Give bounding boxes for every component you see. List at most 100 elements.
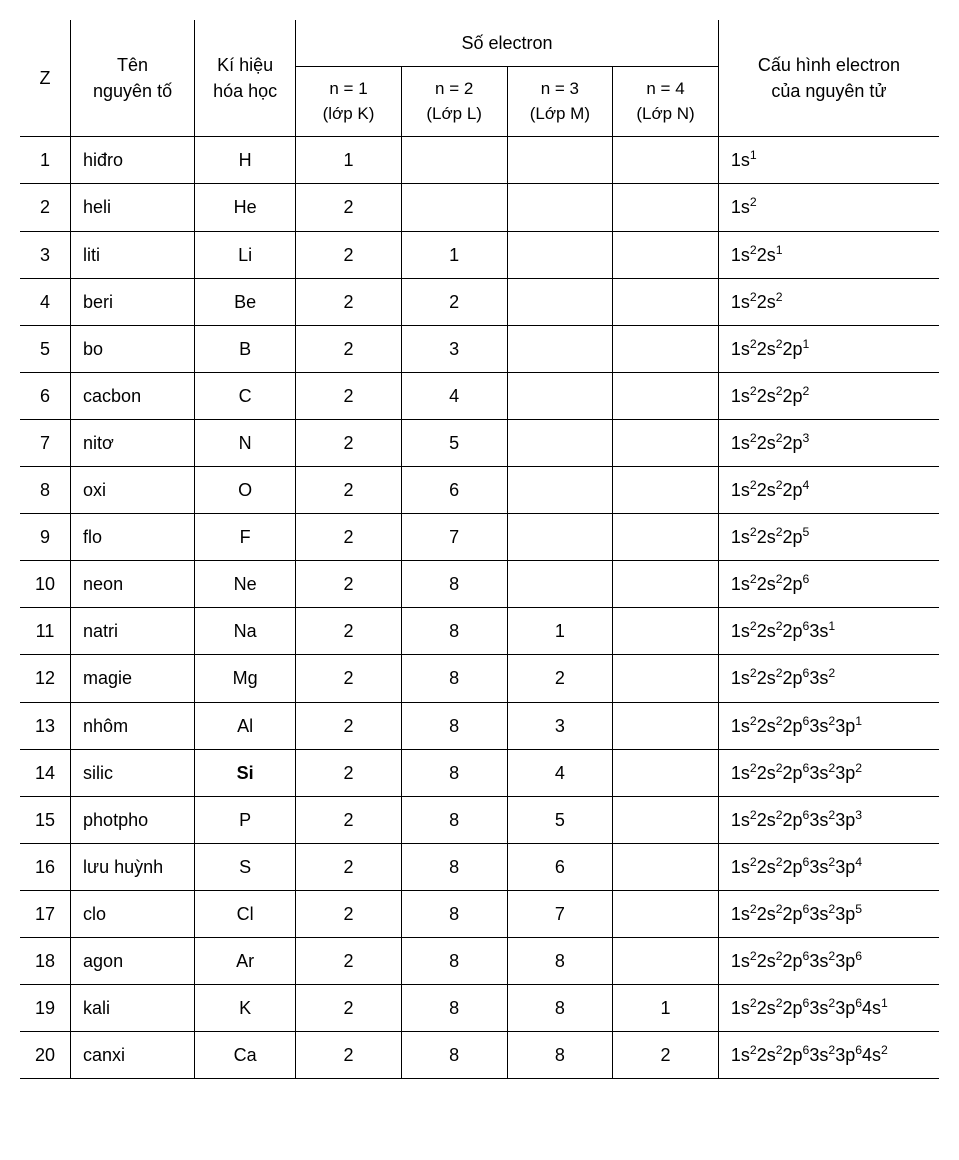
cell-n3	[507, 278, 613, 325]
cell-name: nhôm	[71, 702, 195, 749]
cell-symbol: He	[195, 184, 296, 231]
table-row: 1hiđroH11s1	[20, 137, 939, 184]
cell-name: neon	[71, 561, 195, 608]
cell-n4	[613, 702, 719, 749]
cell-z: 14	[20, 749, 71, 796]
cell-config: 1s22s22p3	[718, 419, 939, 466]
cell-symbol: Si	[195, 749, 296, 796]
cell-name: heli	[71, 184, 195, 231]
cell-n3	[507, 184, 613, 231]
cell-z: 5	[20, 325, 71, 372]
cell-name: beri	[71, 278, 195, 325]
cell-n4	[613, 467, 719, 514]
table-row: 7nitơN251s22s22p3	[20, 419, 939, 466]
cell-n4	[613, 608, 719, 655]
cell-n3: 2	[507, 655, 613, 702]
cell-config: 1s1	[718, 137, 939, 184]
cell-config: 1s22s22p2	[718, 372, 939, 419]
header-n2: n = 2(Lớp L)	[401, 67, 507, 137]
cell-n2: 8	[401, 608, 507, 655]
table-row: 13nhômAl2831s22s22p63s23p1	[20, 702, 939, 749]
cell-n2: 8	[401, 655, 507, 702]
cell-config: 1s22s22p4	[718, 467, 939, 514]
cell-z: 15	[20, 796, 71, 843]
cell-z: 1	[20, 137, 71, 184]
cell-z: 6	[20, 372, 71, 419]
cell-n4	[613, 514, 719, 561]
cell-config: 1s22s22p63s23p64s1	[718, 985, 939, 1032]
cell-config: 1s22s22p63s23p1	[718, 702, 939, 749]
cell-config: 1s22s22p63s23p3	[718, 796, 939, 843]
cell-z: 3	[20, 231, 71, 278]
cell-symbol: H	[195, 137, 296, 184]
cell-config: 1s22s22p63s23p6	[718, 937, 939, 984]
cell-z: 20	[20, 1032, 71, 1079]
cell-n1: 2	[296, 702, 402, 749]
cell-n2: 8	[401, 702, 507, 749]
cell-config: 1s22s22p63s2	[718, 655, 939, 702]
cell-n1: 2	[296, 890, 402, 937]
cell-z: 13	[20, 702, 71, 749]
cell-z: 12	[20, 655, 71, 702]
cell-config: 1s22s22p63s1	[718, 608, 939, 655]
cell-config: 1s22s22p63s23p4	[718, 843, 939, 890]
cell-n4	[613, 278, 719, 325]
table-row: 16lưu huỳnhS2861s22s22p63s23p4	[20, 843, 939, 890]
cell-n2: 8	[401, 843, 507, 890]
table-row: 15photphoP2851s22s22p63s23p3	[20, 796, 939, 843]
table-row: 12magieMg2821s22s22p63s2	[20, 655, 939, 702]
cell-n2: 8	[401, 749, 507, 796]
header-n4: n = 4(Lớp N)	[613, 67, 719, 137]
cell-n3: 4	[507, 749, 613, 796]
cell-symbol: C	[195, 372, 296, 419]
cell-name: magie	[71, 655, 195, 702]
table-row: 9floF271s22s22p5	[20, 514, 939, 561]
cell-n4	[613, 184, 719, 231]
table-row: 19kaliK28811s22s22p63s23p64s1	[20, 985, 939, 1032]
cell-n3: 1	[507, 608, 613, 655]
table-row: 6cacbonC241s22s22p2	[20, 372, 939, 419]
cell-n3: 7	[507, 890, 613, 937]
cell-n1: 2	[296, 325, 402, 372]
cell-name: clo	[71, 890, 195, 937]
cell-n3	[507, 419, 613, 466]
cell-z: 8	[20, 467, 71, 514]
cell-symbol: Al	[195, 702, 296, 749]
cell-n4	[613, 561, 719, 608]
cell-config: 1s22s22p63s23p2	[718, 749, 939, 796]
cell-symbol: B	[195, 325, 296, 372]
cell-n1: 2	[296, 184, 402, 231]
cell-config: 1s22s1	[718, 231, 939, 278]
cell-config: 1s22s22p5	[718, 514, 939, 561]
cell-n4	[613, 749, 719, 796]
cell-n1: 2	[296, 843, 402, 890]
header-n1: n = 1(lớp K)	[296, 67, 402, 137]
cell-symbol: P	[195, 796, 296, 843]
cell-z: 9	[20, 514, 71, 561]
cell-n1: 2	[296, 655, 402, 702]
cell-config: 1s22s2	[718, 278, 939, 325]
periodic-electron-table: Z Tênnguyên tố Kí hiệuhóa học Số electro…	[20, 20, 939, 1079]
table-row: 17cloCl2871s22s22p63s23p5	[20, 890, 939, 937]
cell-n3: 6	[507, 843, 613, 890]
cell-symbol: Ne	[195, 561, 296, 608]
cell-symbol: Na	[195, 608, 296, 655]
cell-n1: 2	[296, 796, 402, 843]
cell-n3: 8	[507, 1032, 613, 1079]
cell-symbol: Cl	[195, 890, 296, 937]
cell-n2: 2	[401, 278, 507, 325]
cell-n4: 1	[613, 985, 719, 1032]
table-row: 2heliHe21s2	[20, 184, 939, 231]
cell-symbol: Be	[195, 278, 296, 325]
cell-n4	[613, 231, 719, 278]
table-row: 11natriNa2811s22s22p63s1	[20, 608, 939, 655]
header-config: Cấu hình electroncủa nguyên tử	[718, 20, 939, 137]
table-row: 8oxiO261s22s22p4	[20, 467, 939, 514]
cell-symbol: S	[195, 843, 296, 890]
cell-n3	[507, 561, 613, 608]
cell-z: 4	[20, 278, 71, 325]
cell-n2: 8	[401, 796, 507, 843]
cell-z: 19	[20, 985, 71, 1032]
table-row: 5boB231s22s22p1	[20, 325, 939, 372]
cell-name: hiđro	[71, 137, 195, 184]
